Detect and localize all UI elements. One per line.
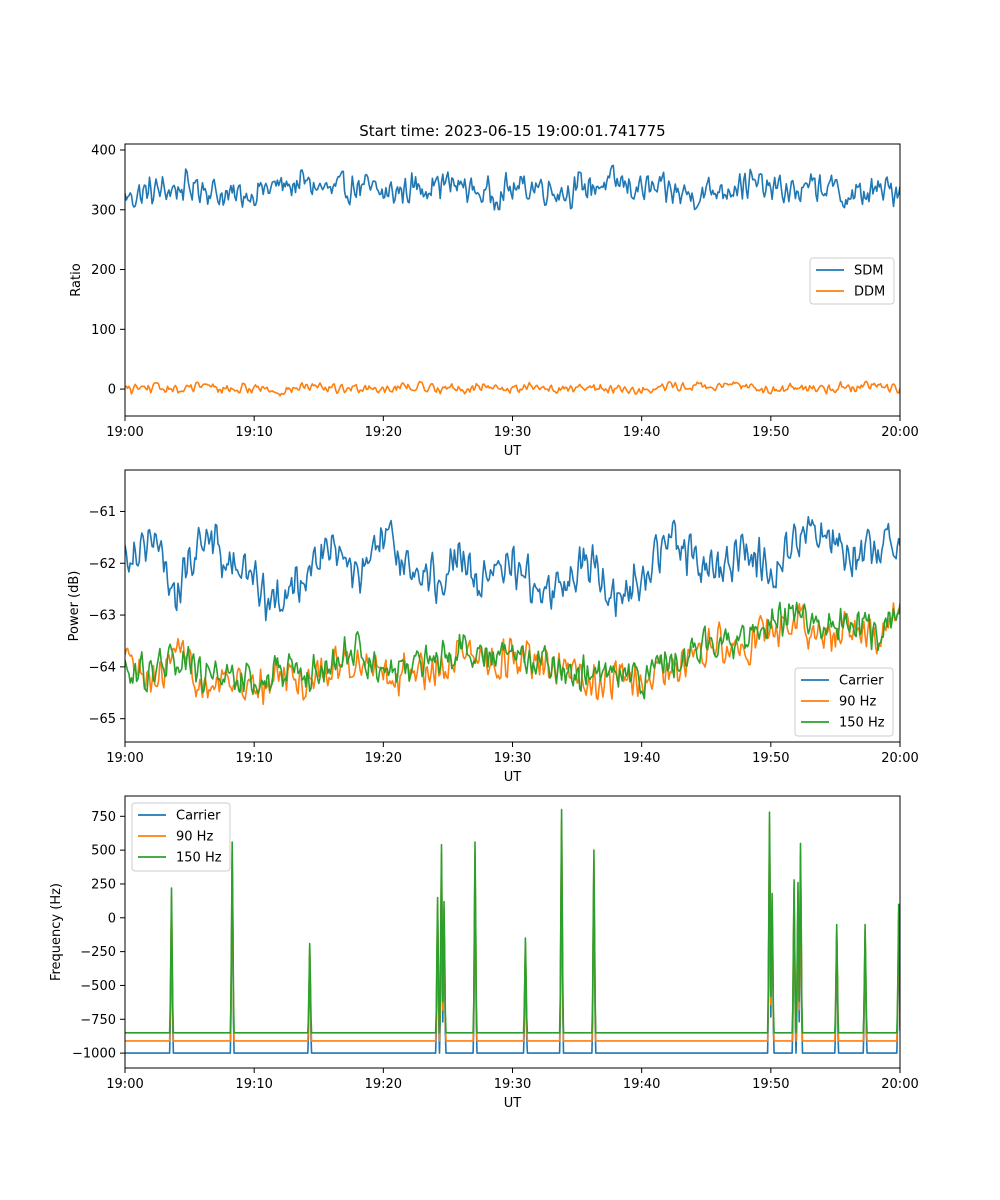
y-tick-label: 400 [91,143,116,158]
y-tick-label: −750 [80,1013,116,1028]
y-tick-label: −250 [80,945,116,960]
series-line-carrier [125,515,900,622]
x-tick-label: 19:40 [623,425,660,440]
series-line-ddm [125,380,900,397]
y-tick-label: −63 [89,609,116,624]
legend-label: 150 Hz [839,716,885,731]
y-tick-label: 300 [91,203,116,218]
legend-label: Carrier [176,809,221,824]
y-axis-label: Power (dB) [67,571,82,642]
axes-frame [124,469,901,743]
y-tick-label: −1000 [72,1047,116,1062]
y-tick-label: 750 [91,810,116,825]
legend-label: 150 Hz [176,851,222,866]
x-axis-label: UT [504,444,522,459]
y-tick-label: 200 [91,263,116,278]
x-tick-label: 19:30 [494,1077,531,1092]
legend: Carrier 90 Hz 150 Hz [131,802,231,872]
axes-frame [124,143,901,417]
x-tick-label: 19:40 [623,1077,660,1092]
series-line-90-hz [125,820,900,1042]
axes-frame [124,795,901,1069]
y-tick-label: −61 [89,505,116,520]
x-tick-label: 19:50 [752,751,789,766]
legend-label: DDM [854,285,885,300]
x-tick-label: 20:00 [881,425,918,440]
x-tick-label: 19:00 [106,751,143,766]
legend-label: SDM [854,264,883,279]
legend: SDM DDM [809,257,895,305]
chart-title: Start time: 2023-06-15 19:00:01.741775 [359,122,665,140]
legend-box [131,802,231,872]
x-tick-label: 19:20 [365,1077,402,1092]
chart-panel-3: 19:00 19:10 19:20 19:30 19:40 19:50 20:00 −1000… [49,795,919,1111]
x-axis-label: UT [504,1096,522,1111]
series-line-150-hz [125,808,900,1034]
y-axis-label: Ratio [69,263,84,296]
x-tick-label: 19:20 [365,425,402,440]
plot-area [125,164,900,397]
y-tick-label: 0 [108,911,116,926]
y-tick-label: −500 [80,979,116,994]
plot-area [125,808,900,1054]
x-tick-label: 19:10 [235,425,272,440]
x-tick-label: 19:40 [623,751,660,766]
x-tick-label: 19:30 [494,751,531,766]
series-line-150-hz [125,601,900,700]
x-tick-label: 19:00 [106,1077,143,1092]
x-tick-label: 19:20 [365,751,402,766]
legend-box [794,667,894,737]
x-tick-label: 19:50 [752,425,789,440]
y-tick-label: 100 [91,323,116,338]
x-tick-label: 19:50 [752,1077,789,1092]
x-tick-label: 19:10 [235,751,272,766]
y-axis-label: Frequency (Hz) [49,883,64,981]
y-tick-label: −65 [89,712,116,727]
x-axis-label: UT [504,770,522,785]
series-line-sdm [125,164,900,211]
x-tick-label: 19:10 [235,1077,272,1092]
x-tick-label: 19:30 [494,425,531,440]
chart-panel-2: 19:00 19:10 19:20 19:30 19:40 19:50 20:00 −65 −6… [67,469,919,785]
y-tick-label: 500 [91,844,116,859]
legend-label: Carrier [839,674,884,689]
series-line-carrier [125,833,900,1054]
x-tick-label: 19:00 [106,425,143,440]
chart-panel-1: 19:00 19:10 19:20 19:30 19:40 19:50 20:00 0 100 2… [69,122,919,459]
plot-area [125,515,900,706]
x-tick-label: 20:00 [881,1077,918,1092]
legend-label: 90 Hz [176,830,213,845]
y-tick-label: 0 [108,383,116,398]
x-tick-label: 20:00 [881,751,918,766]
y-tick-label: 250 [91,877,116,892]
legend: Carrier 90 Hz 150 Hz [794,667,894,737]
legend-label: 90 Hz [839,695,876,710]
y-tick-label: −64 [89,660,116,675]
y-tick-label: −62 [89,557,116,572]
